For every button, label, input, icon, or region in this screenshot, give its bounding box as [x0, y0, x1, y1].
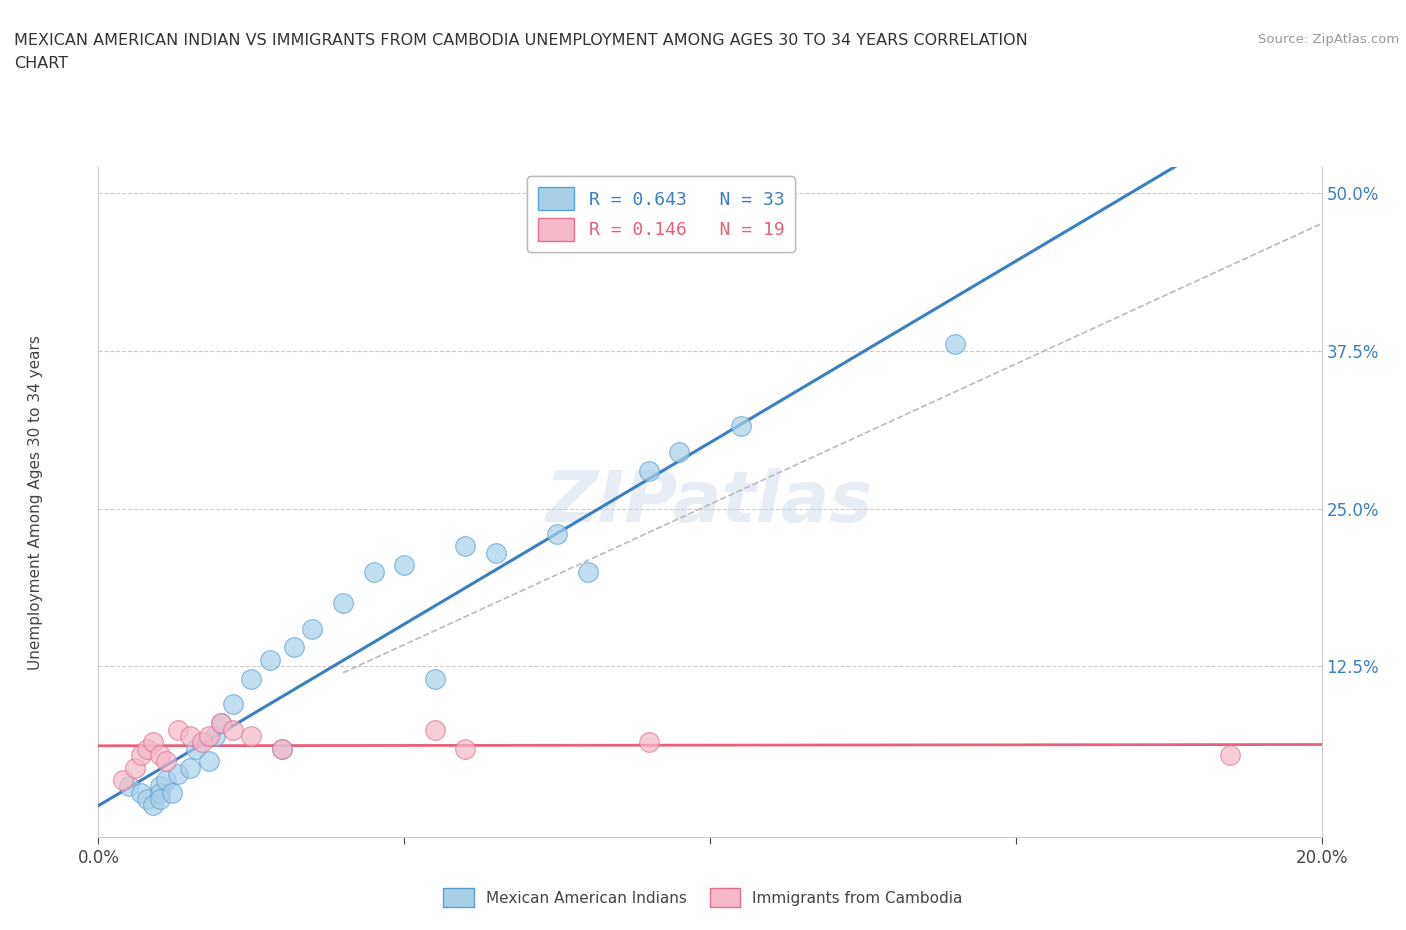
Point [111, 773, 134, 788]
Point [301, 621, 323, 636]
Point [423, 671, 446, 686]
Point [1219, 748, 1241, 763]
Legend: R = 0.643   N = 33, R = 0.146   N = 19: R = 0.643 N = 33, R = 0.146 N = 19 [527, 177, 794, 252]
Point [186, 741, 208, 756]
Point [160, 785, 183, 800]
Point [423, 723, 446, 737]
Point [209, 716, 232, 731]
Point [197, 728, 219, 743]
Point [142, 735, 165, 750]
Point [209, 716, 232, 731]
Point [124, 760, 146, 775]
Point [204, 728, 226, 743]
Point [167, 766, 190, 781]
Point [637, 735, 661, 750]
Point [197, 753, 219, 768]
Point [240, 671, 263, 686]
Point [129, 748, 152, 763]
Point [259, 653, 281, 668]
Point [149, 791, 172, 806]
Point [179, 728, 201, 743]
Legend: Mexican American Indians, Immigrants from Cambodia: Mexican American Indians, Immigrants fro… [437, 883, 969, 913]
Point [155, 773, 177, 788]
Point [546, 526, 568, 541]
Point [167, 723, 190, 737]
Text: ZIPatlas: ZIPatlas [547, 468, 873, 537]
Point [240, 728, 263, 743]
Point [485, 545, 508, 560]
Text: CHART: CHART [14, 56, 67, 71]
Point [943, 337, 966, 352]
Point [142, 798, 165, 813]
Point [118, 779, 141, 794]
Text: MEXICAN AMERICAN INDIAN VS IMMIGRANTS FROM CAMBODIA UNEMPLOYMENT AMONG AGES 30 T: MEXICAN AMERICAN INDIAN VS IMMIGRANTS FR… [14, 33, 1028, 47]
Point [332, 596, 354, 611]
Point [454, 539, 477, 554]
Point [283, 640, 305, 655]
Text: Source: ZipAtlas.com: Source: ZipAtlas.com [1258, 33, 1399, 46]
Point [222, 697, 245, 711]
Point [136, 741, 159, 756]
Point [576, 565, 599, 579]
Point [191, 735, 214, 750]
Point [149, 785, 172, 800]
Point [155, 753, 177, 768]
Point [637, 463, 661, 478]
Point [392, 558, 416, 573]
Text: Unemployment Among Ages 30 to 34 years: Unemployment Among Ages 30 to 34 years [28, 335, 42, 670]
Point [149, 748, 172, 763]
Point [129, 785, 152, 800]
Point [222, 723, 245, 737]
Point [149, 779, 172, 794]
Point [363, 565, 385, 579]
Point [454, 741, 477, 756]
Point [179, 760, 201, 775]
Point [270, 741, 292, 756]
Point [136, 791, 159, 806]
Point [668, 445, 690, 459]
Point [730, 418, 752, 433]
Point [270, 741, 292, 756]
